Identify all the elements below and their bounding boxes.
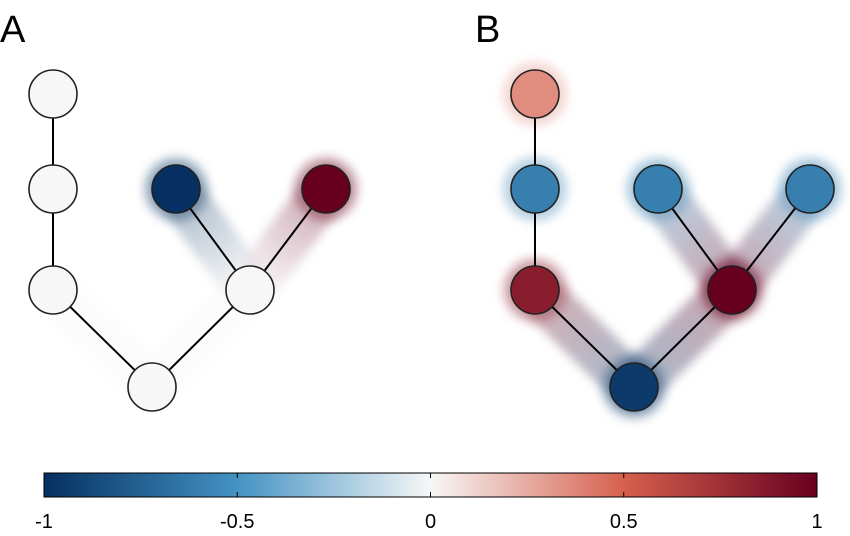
- graph-node-b1: [510, 69, 560, 119]
- graph-node-a3: [28, 265, 78, 315]
- graph-node-b7: [785, 164, 835, 214]
- graph-node-b2: [510, 164, 560, 214]
- panel-b-label: B: [475, 9, 500, 51]
- graph-node-a1: [28, 69, 78, 119]
- panel-b: B: [475, 9, 842, 419]
- graph-node-b5: [707, 265, 757, 315]
- colorbar-tick-label: -0.5: [220, 511, 254, 533]
- panel-b-glow-layer: [503, 62, 842, 419]
- graph-node-b3: [510, 265, 560, 315]
- colorbar-tick-label: 0: [425, 511, 436, 533]
- graph-node-b6: [633, 164, 683, 214]
- panel-a-label: A: [0, 9, 26, 51]
- graph-node-a5: [225, 265, 275, 315]
- panel-a-nodes: [28, 69, 351, 412]
- graph-node-b4: [609, 362, 659, 412]
- panel-a: A: [0, 9, 358, 412]
- colorbar-tick-label: -1: [35, 511, 53, 533]
- panel-b-nodes: [510, 69, 835, 412]
- graph-node-a6: [151, 164, 201, 214]
- panel-a-glow-layer: [30, 71, 358, 410]
- colorbar-tick-label: 1: [811, 511, 822, 533]
- graph-node-a7: [301, 164, 351, 214]
- colorbar-tick-label: 0.5: [610, 511, 638, 533]
- graph-node-a2: [28, 164, 78, 214]
- graph-node-a4: [127, 362, 177, 412]
- colorbar-ticks: -1 -0.5 0 0.5 1: [35, 473, 823, 533]
- colorbar: -1 -0.5 0 0.5 1: [35, 472, 823, 533]
